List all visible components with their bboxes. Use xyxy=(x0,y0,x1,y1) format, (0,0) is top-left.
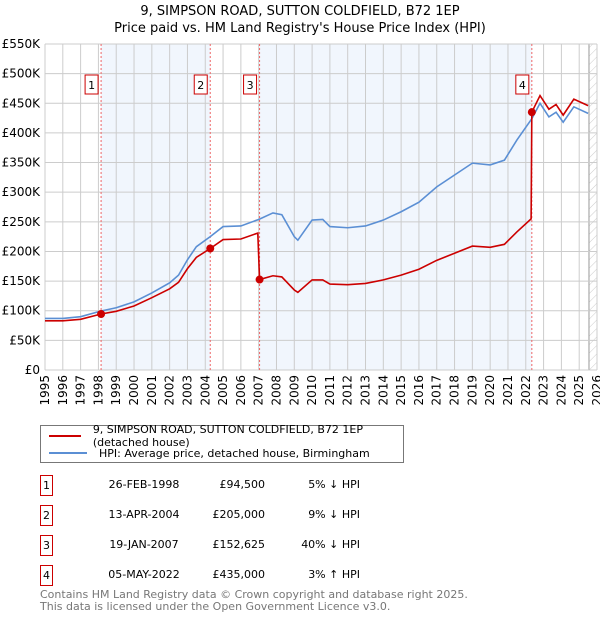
y-tick-label: £250K xyxy=(2,215,42,229)
sale-label-box xyxy=(515,74,530,95)
transaction-num: 2 xyxy=(40,505,53,526)
x-tick-label: 2009 xyxy=(287,375,301,406)
sale-point xyxy=(255,275,264,284)
sale-label: 1 xyxy=(88,79,95,92)
transaction-date: 19-JAN-2007 xyxy=(109,538,179,551)
chart-title: 9, SIMPSON ROAD, SUTTON COLDFIELD, B72 1… xyxy=(140,4,460,19)
series-line xyxy=(45,93,589,322)
ownership-band xyxy=(259,44,532,370)
sale-label-box xyxy=(84,74,99,95)
y-tick-label: £300K xyxy=(2,185,42,199)
transaction-price: £152,625 xyxy=(212,538,266,551)
y-tick-label: £450K xyxy=(2,96,42,110)
footer-copyright: Contains HM Land Registry data © Crown c… xyxy=(40,588,468,601)
transaction-num: 3 xyxy=(40,535,53,556)
x-tick-label: 2022 xyxy=(519,375,533,406)
transaction-date: 05-MAY-2022 xyxy=(108,568,180,581)
sale-point xyxy=(97,309,106,318)
transaction-row: 1 26-FEB-1998 £94,500 5% ↓ HPI xyxy=(40,475,380,496)
x-tick-label: 1999 xyxy=(109,375,123,406)
sale-label: 4 xyxy=(519,79,526,92)
x-tick-label: 2014 xyxy=(376,375,390,406)
transaction-row: 3 19-JAN-2007 £152,625 40% ↓ HPI xyxy=(40,535,380,556)
x-tick-label: 2023 xyxy=(537,375,551,406)
transaction-price: £94,500 xyxy=(219,478,266,491)
x-tick-label: 2012 xyxy=(341,375,355,406)
legend: 9, SIMPSON ROAD, SUTTON COLDFIELD, B72 1… xyxy=(40,423,404,463)
transaction-num: 4 xyxy=(40,565,53,586)
x-tick-label: 1996 xyxy=(56,375,70,406)
x-tick-label: 2021 xyxy=(501,375,515,406)
x-tick-label: 2006 xyxy=(234,375,248,406)
x-tick-label: 2003 xyxy=(180,375,194,406)
transaction-row: 4 05-MAY-2022 £435,000 3% ↑ HPI xyxy=(40,565,380,586)
transaction-price: £435,000 xyxy=(212,568,266,581)
series-line xyxy=(45,101,589,320)
transaction-num: 1 xyxy=(40,475,53,496)
sale-label-box xyxy=(193,74,208,95)
x-tick-label: 1995 xyxy=(38,375,52,406)
x-tick-label: 2013 xyxy=(359,375,373,406)
sale-point xyxy=(206,244,215,253)
x-tick-label: 2018 xyxy=(448,375,462,406)
y-tick-label: £550K xyxy=(2,37,42,51)
price-chart: £0 £50K £100K £150K £200K £250K £300K £350K £400… xyxy=(2,37,600,406)
y-tick-label: £200K xyxy=(2,244,42,258)
x-tick-label: 2010 xyxy=(305,375,319,406)
y-tick-label: £500K xyxy=(2,67,42,81)
footer-licence: This data is licensed under the Open Gov… xyxy=(40,600,391,613)
x-tick-label: 2005 xyxy=(216,375,230,406)
x-tick-label: 2008 xyxy=(269,375,283,406)
legend-label: HPI: Average price, detached house, Birm… xyxy=(99,446,370,460)
x-tick-label: 1998 xyxy=(91,375,105,406)
chart-subtitle: Price paid vs. HM Land Registry's House … xyxy=(114,21,486,36)
legend-line-blue xyxy=(49,452,87,454)
y-tick-label: £400K xyxy=(2,126,42,140)
y-tick-label: £0 xyxy=(25,363,40,377)
sale-point xyxy=(527,108,536,117)
x-tick-label: 2019 xyxy=(465,375,479,406)
x-tick-label: 2025 xyxy=(572,375,586,406)
ownership-band xyxy=(101,44,211,370)
y-tick-label: £50K xyxy=(9,333,41,347)
x-tick-label: 2017 xyxy=(430,375,444,406)
x-tick-label: 2015 xyxy=(394,375,408,406)
x-tick-label: 2001 xyxy=(145,375,159,406)
sale-label-box xyxy=(243,74,258,95)
legend-label: 9, SIMPSON ROAD, SUTTON COLDFIELD, B72 1… xyxy=(92,423,363,449)
sale-label: 2 xyxy=(197,79,204,92)
sale-label: 3 xyxy=(247,79,254,92)
legend-item-property: 9, SIMPSON ROAD, SUTTON COLDFIELD, B72 1… xyxy=(49,423,403,449)
y-tick-label: £150K xyxy=(2,274,42,288)
forecast-hatch xyxy=(588,44,597,370)
legend-line-red xyxy=(49,435,81,437)
transaction-hpi: 9% ↓ HPI xyxy=(308,508,360,521)
x-tick-label: 2020 xyxy=(483,375,497,406)
transaction-price: £205,000 xyxy=(212,508,266,521)
transaction-hpi: 5% ↓ HPI xyxy=(308,478,360,491)
transaction-hpi: 40% ↓ HPI xyxy=(301,538,360,551)
x-tick-label: 2000 xyxy=(127,375,141,406)
footer: Contains HM Land Registry data © Crown c… xyxy=(40,589,468,613)
x-tick-label: 1997 xyxy=(74,375,88,406)
x-tick-label: 2007 xyxy=(252,375,266,406)
transaction-hpi: 3% ↑ HPI xyxy=(308,568,360,581)
x-tick-label: 2004 xyxy=(198,375,212,406)
transaction-date: 13-APR-2004 xyxy=(108,508,180,521)
y-tick-label: £350K xyxy=(2,156,42,170)
legend-item-hpi: HPI: Average price, detached house, Birm… xyxy=(49,445,370,461)
x-tick-label: 2002 xyxy=(163,375,177,406)
x-tick-label: 2016 xyxy=(412,375,426,406)
transaction-date: 26-FEB-1998 xyxy=(108,478,180,491)
y-tick-label: £100K xyxy=(2,304,42,318)
x-tick-label: 2026 xyxy=(590,375,600,406)
x-tick-label: 2024 xyxy=(554,375,568,406)
x-tick-label: 2011 xyxy=(323,375,337,406)
transaction-row: 2 13-APR-2004 £205,000 9% ↓ HPI xyxy=(40,505,380,526)
